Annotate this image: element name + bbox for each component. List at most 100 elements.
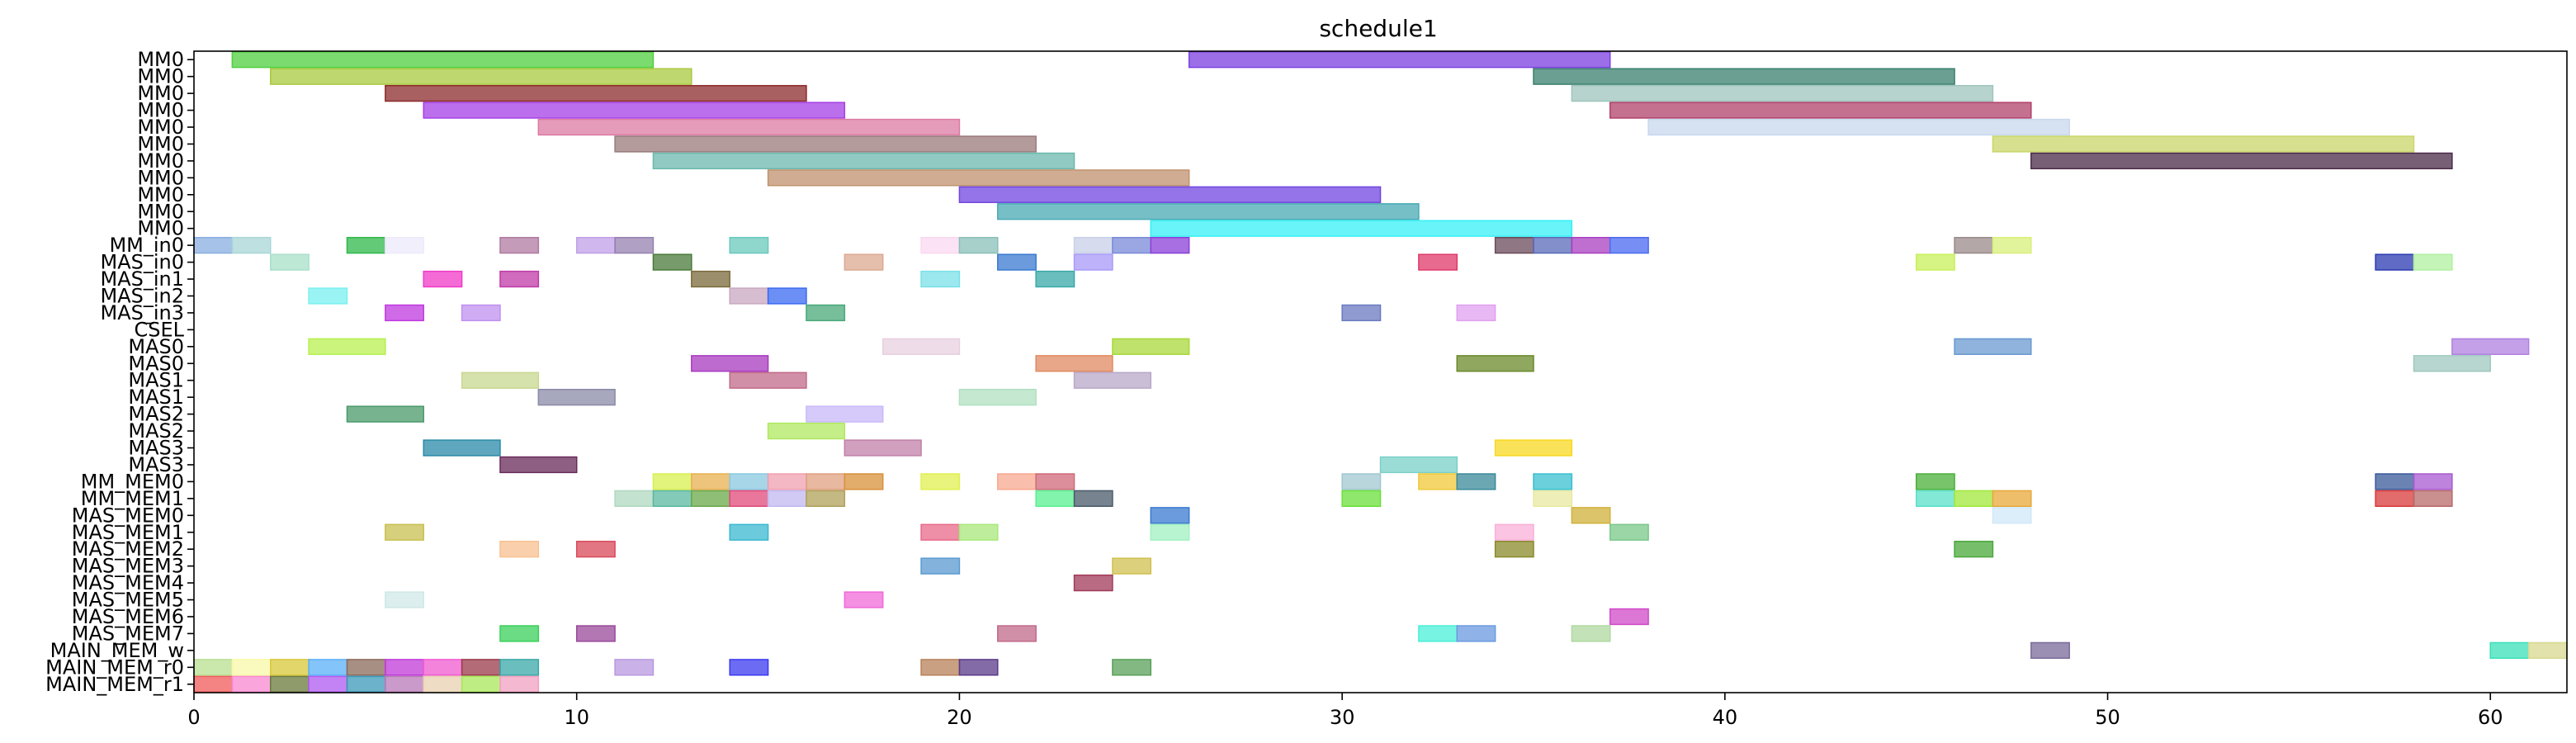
- task-bar-mm-mem1-102: [806, 490, 846, 508]
- task-bar-main-mem-r1-155: [193, 675, 234, 693]
- task-bar-mas-mem5-130: [844, 591, 884, 608]
- task-bar-mas3-80: [1379, 456, 1458, 474]
- task-bar-main-mem-r0-152: [920, 659, 961, 676]
- task-bar-mas-mem7-135: [1418, 625, 1458, 642]
- task-bar-mm-mem1-107: [1915, 490, 1955, 508]
- task-bar-mm-mem1-108: [1954, 490, 1994, 508]
- task-bar-mas-in0-39: [844, 253, 884, 271]
- task-bar-mm-mem1-104: [1073, 490, 1113, 508]
- task-bar-mm-mem0-95: [2375, 473, 2415, 490]
- y-tick-label: MM0: [137, 166, 184, 189]
- task-bar-main-mem-r0-141: [193, 659, 234, 676]
- task-bar-mas-in2-51: [308, 287, 348, 305]
- task-bar-mm-mem1-101: [767, 490, 807, 508]
- task-bar-mas-mem2-125: [1954, 541, 1994, 558]
- task-bar-mm-mem0-85: [806, 473, 846, 490]
- task-bar-main-mem-r1-160: [385, 675, 424, 693]
- y-tick-label: MAS_MEM3: [72, 555, 184, 578]
- task-bar-mm-mem0-81: [652, 473, 692, 490]
- y-tick-label: CSEL: [134, 318, 184, 341]
- task-bar-mas1-68: [461, 372, 540, 389]
- task-bar-mm0-8: [537, 118, 961, 136]
- task-bar-mm0-1: [1188, 51, 1611, 69]
- task-bars: [193, 51, 2568, 693]
- task-bar-mas-mem1-118: [958, 523, 999, 541]
- task-bar-mm-mem1-99: [691, 490, 730, 508]
- task-bar-mm-in0-20: [346, 236, 386, 254]
- task-bar-mas-mem1-116: [729, 523, 769, 541]
- task-bar-main-mem-r0-142: [231, 659, 272, 676]
- task-bar-main-mem-r0-150: [614, 659, 655, 676]
- task-bar-mas-in1-49: [920, 270, 961, 288]
- task-bar-mm0-14: [767, 169, 1190, 187]
- y-tick-label: MAS_MEM0: [72, 504, 184, 527]
- task-bar-mm-mem0-87: [920, 473, 961, 490]
- task-bar-mm-in0-18: [193, 236, 234, 254]
- task-bar-mas-in2-53: [767, 287, 807, 305]
- task-bar-main-mem-r1-163: [499, 675, 540, 693]
- task-bar-mm0-2: [269, 68, 692, 85]
- task-bar-mas1-72: [958, 389, 1037, 406]
- y-tick-label: MM0: [137, 82, 184, 105]
- task-bar-mm-mem1-109: [1992, 490, 2032, 508]
- y-tick-label: MM0: [137, 65, 184, 88]
- task-bar-mm-mem0-84: [767, 473, 807, 490]
- y-tick-label: MAIN_MEM_w: [50, 639, 184, 662]
- y-axis-ticks: MM0MM0MM0MM0MM0MM0MM0MM0MM0MM0MM0MM_in0M…: [45, 48, 194, 696]
- task-bar-mas-mem7-137: [1571, 625, 1611, 642]
- task-bar-main-mem-r0-146: [385, 659, 424, 676]
- task-bar-main-mem-r1-161: [423, 675, 463, 693]
- task-bar-mas-in0-42: [1418, 253, 1458, 271]
- task-bar-mas0-60: [882, 338, 961, 355]
- task-bar-mas-mem7-134: [997, 625, 1037, 642]
- task-bar-mas-in1-48: [691, 270, 730, 288]
- task-bar-mas-mem1-120: [1494, 523, 1534, 541]
- task-bar-mm-in0-30: [1150, 236, 1190, 254]
- task-bar-mm0-0: [231, 51, 655, 69]
- y-tick-label: MAS3: [128, 453, 184, 476]
- task-bar-main-mem-r0-144: [308, 659, 348, 676]
- y-tick-label: MM0: [137, 48, 184, 71]
- x-tick-label: 10: [564, 706, 589, 729]
- task-bar-mm-mem0-92: [1456, 473, 1496, 490]
- task-bar-mm0-15: [958, 186, 1382, 203]
- y-tick-label: MM0: [137, 116, 184, 139]
- task-bar-main-mem-w-139: [2489, 641, 2530, 660]
- task-bar-main-mem-r0-149: [499, 659, 540, 676]
- task-bar-mm0-5: [1571, 84, 1994, 102]
- task-bar-main-mem-r0-153: [958, 659, 999, 676]
- task-bar-mm0-7: [1609, 102, 2032, 119]
- task-bar-mm-mem0-82: [691, 473, 730, 490]
- task-bar-mas-mem2-124: [1494, 541, 1534, 558]
- task-bar-mas-mem2-122: [499, 541, 540, 558]
- y-tick-label: MAS0: [128, 352, 184, 375]
- y-tick-label: MAS0: [128, 335, 184, 358]
- task-bar-mm0-4: [385, 84, 807, 102]
- task-bar-mm-in0-32: [1533, 236, 1573, 254]
- task-bar-main-mem-r0-145: [346, 659, 386, 676]
- task-bar-mas3-78: [1494, 439, 1573, 457]
- task-bar-mas-in0-43: [1915, 253, 1955, 271]
- task-bar-mas0-64: [691, 355, 769, 372]
- task-bar-mas3-79: [499, 456, 578, 474]
- task-bar-main-mem-r0-148: [461, 659, 501, 676]
- task-bar-mm-in0-33: [1571, 236, 1611, 254]
- task-bar-mm-mem1-98: [652, 490, 692, 508]
- task-bar-mm-mem0-88: [997, 473, 1037, 490]
- task-bar-mas-mem7-133: [575, 625, 616, 642]
- task-bar-mas-in3-55: [461, 304, 501, 322]
- task-bar-mm-mem1-97: [614, 490, 655, 508]
- task-bar-mas-in0-41: [1073, 253, 1113, 271]
- task-bar-mm-in0-27: [958, 236, 999, 254]
- task-bar-mm-in0-34: [1609, 236, 1649, 254]
- task-bar-mm-in0-23: [575, 236, 616, 254]
- task-bar-mas-mem1-121: [1609, 523, 1649, 541]
- task-bar-mas0-63: [2451, 338, 2530, 355]
- x-tick-label: 30: [1330, 706, 1355, 729]
- task-bar-mas0-66: [1456, 355, 1534, 372]
- task-bar-mas-mem3-126: [920, 557, 961, 575]
- task-bar-mm-mem1-105: [1341, 490, 1382, 508]
- y-tick-label: MM_MEM1: [81, 487, 184, 510]
- task-bar-main-mem-r0-147: [423, 659, 463, 676]
